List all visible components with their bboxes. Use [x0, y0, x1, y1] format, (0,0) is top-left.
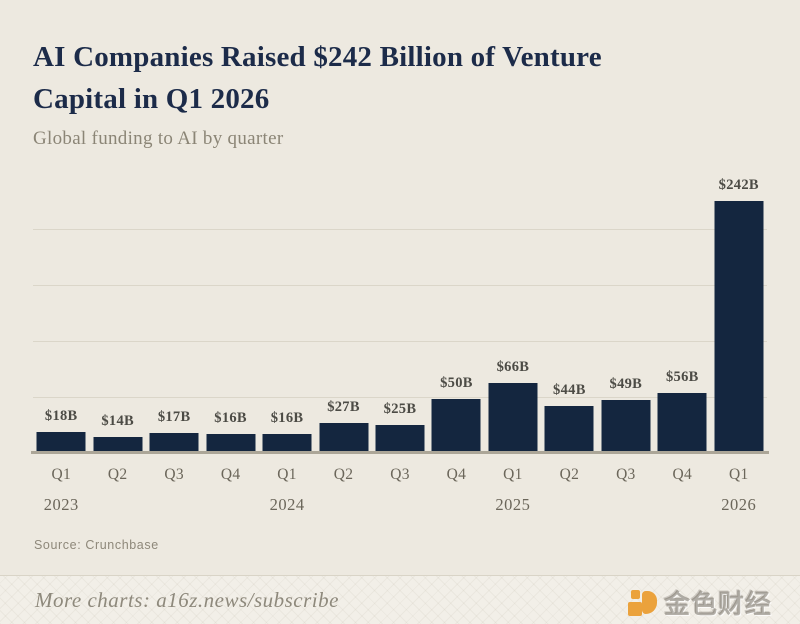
bar-value-label: $18B	[44, 408, 78, 424]
bar	[714, 201, 764, 451]
logo-square-big	[627, 601, 642, 616]
x-tick-label: Q1	[503, 466, 523, 483]
x-tick-label: Q4	[220, 466, 241, 483]
bar-value-label: $66B	[496, 359, 530, 375]
x-tick-label: Q4	[446, 466, 467, 483]
bar-value-label: $16B	[270, 410, 304, 426]
bar	[431, 399, 481, 451]
x-axis-baseline	[31, 451, 769, 454]
bar	[206, 434, 256, 451]
x-tick-label: Q1	[277, 466, 297, 483]
x-tick-label: Q3	[390, 466, 410, 483]
bar	[93, 437, 143, 451]
x-year-label: 2025	[495, 495, 531, 514]
jinse-logo-icon	[627, 589, 658, 617]
source-label: Source: Crunchbase	[34, 538, 159, 552]
page-title-line-2: Capital in Q1 2026	[33, 83, 270, 116]
bar-value-label: $14B	[101, 413, 134, 429]
bar-value-label: $25B	[383, 401, 417, 417]
bar	[657, 393, 707, 451]
footer-subscribe-text: More charts: a16z.news/subscribe	[35, 588, 339, 612]
bar-value-label: $50B	[440, 375, 473, 391]
bar	[319, 423, 369, 451]
watermark: 金色财经	[627, 584, 772, 621]
footer-band: More charts: a16z.news/subscribe 金色财经	[0, 575, 800, 624]
gridline	[33, 229, 767, 230]
bar-chart: $18B Q1 $14B Q2 $17B Q3 $16B Q4 $16B Q1 $27B Q2 $25B…	[31, 175, 769, 514]
logo-square-curved	[641, 590, 657, 614]
x-tick-label: Q1	[728, 466, 749, 483]
x-tick-label: Q3	[164, 466, 184, 483]
bar	[544, 406, 594, 451]
bar-value-label: $16B	[214, 410, 247, 426]
watermark-text: 金色财经	[663, 590, 772, 620]
chart-subtitle: Global funding to AI by quarter	[33, 128, 284, 149]
page-title-line-1: AI Companies Raised $242 Billion of Vent…	[33, 41, 602, 73]
x-tick-label: Q2	[333, 466, 354, 483]
bar	[488, 383, 538, 451]
x-tick-label: Q2	[559, 466, 580, 483]
bar-value-label: $17B	[157, 409, 191, 425]
bar-value-label: $27B	[327, 399, 360, 415]
x-tick-label: Q3	[616, 466, 636, 483]
bar	[375, 425, 425, 451]
bar	[36, 432, 86, 451]
bar	[149, 433, 199, 451]
x-year-label: 2024	[269, 495, 305, 514]
gridline	[33, 285, 767, 286]
gridline	[33, 397, 767, 398]
x-tick-label: Q4	[672, 466, 693, 483]
bar-value-label: $49B	[609, 376, 643, 392]
logo-square-small	[630, 589, 640, 599]
x-year-label: 2026	[721, 495, 757, 514]
bar	[262, 434, 312, 451]
page-title: AI Companies Raised $242 Billion of Vent…	[33, 36, 602, 120]
x-tick-label: Q2	[107, 466, 128, 483]
bar-value-label: $44B	[553, 382, 586, 398]
x-tick-label: Q1	[51, 466, 71, 483]
bar-value-label: $242B	[718, 177, 759, 193]
bar	[601, 400, 651, 451]
bar-value-label: $56B	[665, 369, 699, 385]
x-year-label: 2023	[43, 495, 79, 514]
gridline	[33, 341, 767, 342]
